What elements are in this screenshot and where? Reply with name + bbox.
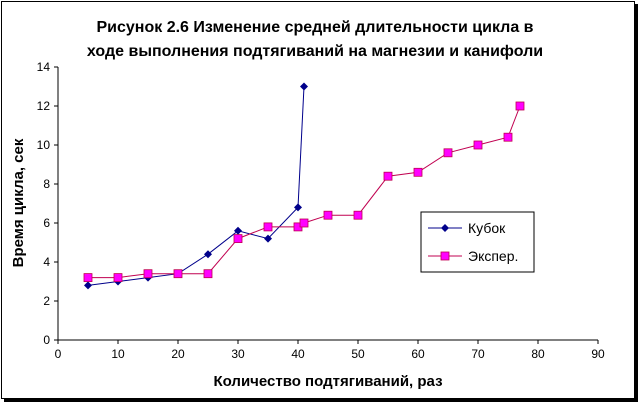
data-point-eksper: [383, 171, 393, 181]
data-point-kubok: [264, 234, 272, 243]
x-tick-label: 50: [351, 347, 365, 361]
legend-marker-kubok: [441, 224, 449, 232]
legend-box: [420, 211, 535, 273]
data-point-eksper: [203, 269, 213, 279]
data-point-eksper: [323, 210, 333, 220]
legend-marker-eksper: [440, 251, 450, 261]
y-tick-label: 0: [43, 333, 50, 347]
x-tick-label: 10: [111, 347, 125, 361]
data-point-eksper: [353, 210, 363, 220]
data-point-eksper: [443, 148, 453, 158]
data-point-eksper: [515, 101, 525, 111]
x-axis-label: Количество подтягиваний, раз: [213, 373, 442, 390]
x-tick-label: 20: [171, 347, 185, 361]
y-tick-label: 6: [43, 216, 50, 230]
y-tick-label: 4: [43, 255, 50, 269]
plot-area: [83, 82, 525, 290]
data-point-kubok: [294, 203, 302, 212]
x-tick-label: 70: [471, 347, 485, 361]
data-point-kubok: [300, 82, 308, 91]
legend: Кубок Экспер.: [420, 211, 535, 273]
axes: 0 10 20 30 40 50 60 70 80 90 0 2 4 6 8 10 12 14: [37, 60, 605, 361]
x-tick-label: 80: [531, 347, 545, 361]
data-point-eksper: [473, 140, 483, 150]
legend-label-eksper: Экспер.: [468, 248, 518, 264]
y-tick-label: 10: [37, 138, 51, 152]
data-point-eksper: [143, 269, 153, 279]
chart-title-line1: Рисунок 2.6 Изменение средней длительнос…: [97, 19, 534, 36]
y-tick-label: 8: [43, 177, 50, 191]
data-point-eksper: [263, 222, 273, 232]
y-tick-label: 2: [43, 294, 50, 308]
x-tick-label: 90: [591, 347, 605, 361]
data-point-eksper: [83, 273, 93, 283]
y-tick-label: 14: [37, 60, 51, 74]
data-point-eksper: [233, 234, 243, 244]
y-axis-label: Время цикла, сек: [10, 138, 27, 267]
x-tick-label: 60: [411, 347, 425, 361]
data-point-eksper: [113, 273, 123, 283]
y-tick-label: 12: [37, 99, 51, 113]
chart-frame: [1, 1, 635, 399]
data-point-eksper: [173, 269, 183, 279]
data-point-kubok: [84, 281, 92, 290]
series-line-0: [87, 86, 305, 286]
data-point-kubok: [234, 226, 242, 235]
x-tick-label: 0: [55, 347, 62, 361]
chart-title-line2: ходе выполнения подтягиваний на магнезии…: [87, 43, 543, 60]
data-point-kubok: [204, 250, 212, 259]
data-point-eksper: [413, 167, 423, 177]
data-point-eksper: [503, 132, 513, 142]
legend-label-kubok: Кубок: [468, 220, 506, 236]
x-tick-label: 30: [231, 347, 245, 361]
x-tick-label: 40: [291, 347, 305, 361]
data-point-eksper: [299, 218, 309, 228]
